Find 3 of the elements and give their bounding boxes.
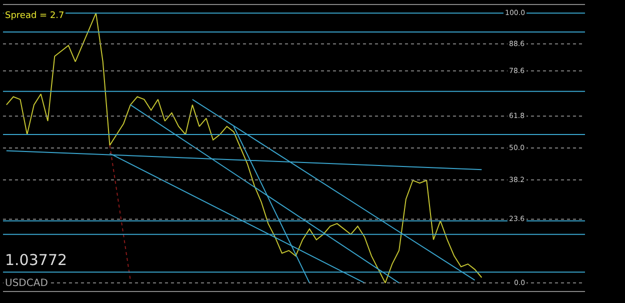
annotation: USDCAD xyxy=(5,278,48,289)
annotation: Spread = 2.7 xyxy=(5,11,64,21)
annotation: 1.03772 xyxy=(5,251,68,269)
